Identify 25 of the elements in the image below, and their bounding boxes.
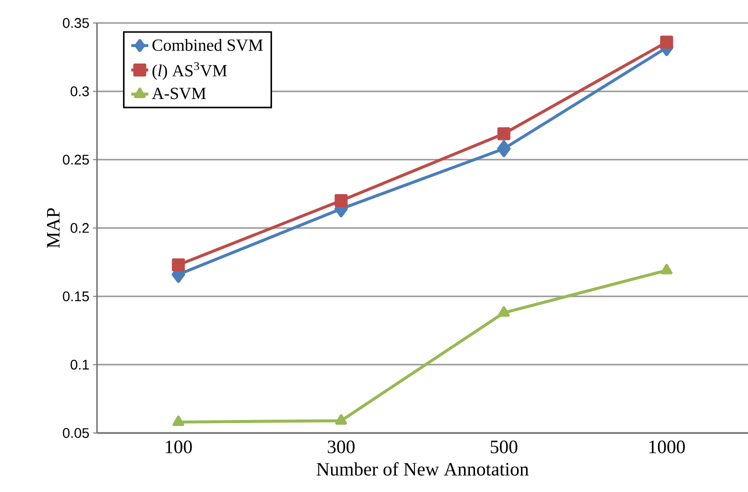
x-tick-label: 300 <box>328 440 355 454</box>
point <box>498 306 510 317</box>
point <box>172 258 185 272</box>
y-tick-label: 0.15 <box>62 291 89 302</box>
point <box>335 414 347 425</box>
point <box>172 416 184 426</box>
y-tick-label: 0.1 <box>70 360 89 370</box>
x-axis-title: Number of New Annotation <box>316 462 529 476</box>
y-tick-label: 0.2 <box>70 223 89 233</box>
point <box>497 140 511 158</box>
point <box>660 36 674 49</box>
y-tick-label: 0.25 <box>62 154 89 165</box>
legend-label: Combined SVM <box>152 38 263 51</box>
x-tick-label: 500 <box>490 440 518 454</box>
x-tick-label: 100 <box>166 440 192 454</box>
legend-label: A-SVM <box>152 88 206 100</box>
y-tick-label: 0.05 <box>62 428 89 438</box>
x-tick-label: 1000 <box>649 440 685 454</box>
y-axis-title: MAP <box>47 208 60 248</box>
point <box>497 127 510 140</box>
y-tick-label: 0.3 <box>70 86 89 96</box>
y-tick-label: 0.35 <box>62 18 89 28</box>
point <box>660 264 672 274</box>
legend-label: (l) AS$^{3}$VM <box>152 62 227 80</box>
point <box>334 194 348 208</box>
